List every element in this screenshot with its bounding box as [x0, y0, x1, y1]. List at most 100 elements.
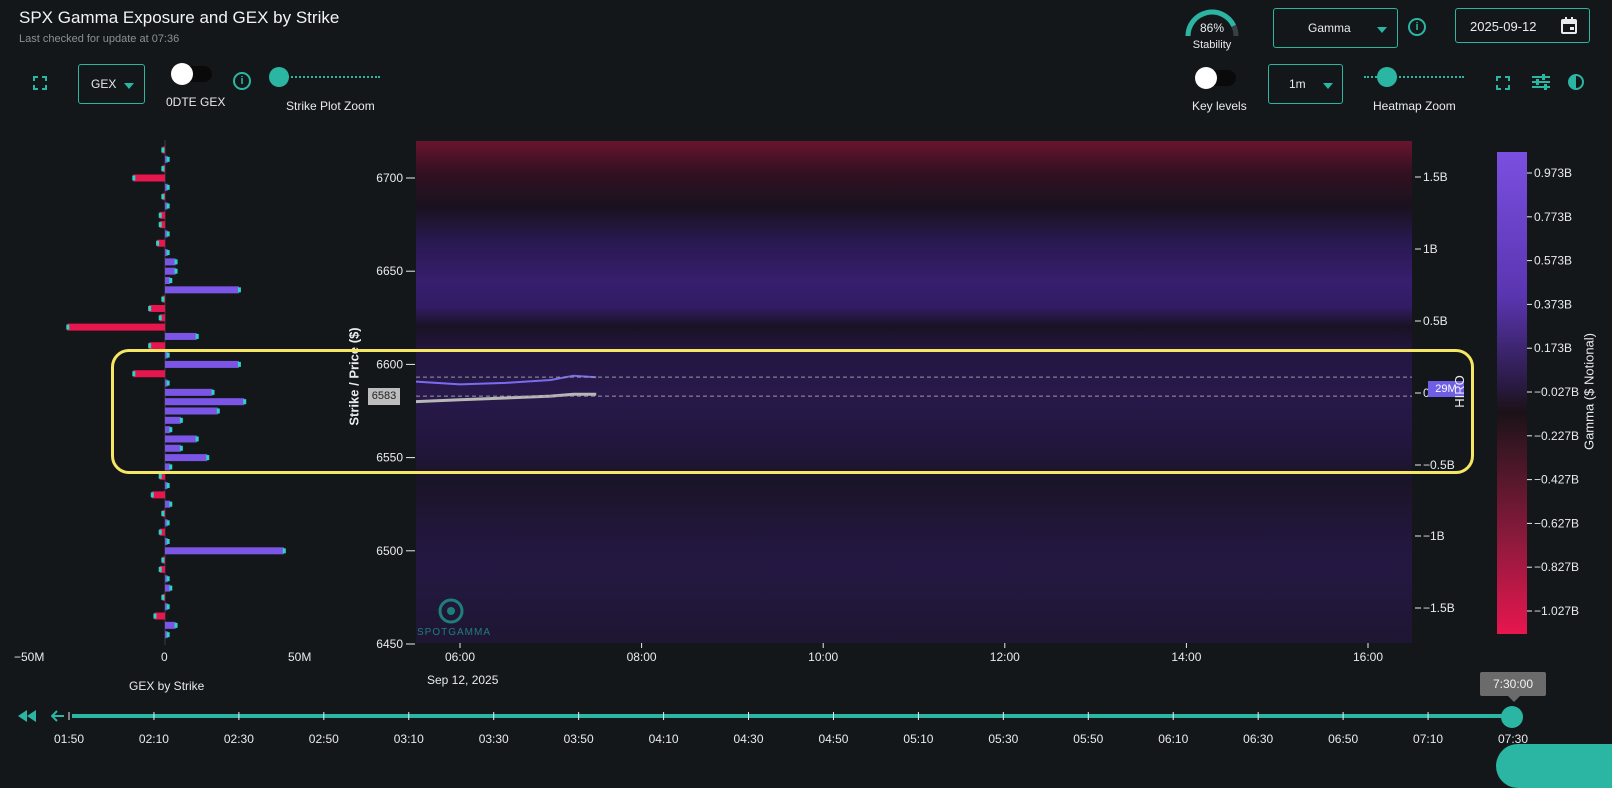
gex-bar[interactable] [165, 435, 197, 443]
gex-bar[interactable] [133, 370, 165, 378]
timeline-tick-label[interactable]: 03:10 [394, 732, 424, 746]
gex-bar[interactable] [165, 407, 218, 415]
gex-bar[interactable] [165, 388, 213, 396]
settings-sliders-icon[interactable] [1532, 74, 1550, 90]
heatmap-zoom-slider[interactable] [1377, 67, 1397, 87]
gex-bar[interactable] [165, 444, 181, 452]
gex-bar[interactable] [165, 155, 168, 163]
gamma-heatmap[interactable] [416, 141, 1412, 643]
arrow-left-icon[interactable] [51, 710, 65, 722]
timeline-track[interactable] [72, 714, 1512, 718]
info-icon[interactable]: i [233, 72, 251, 90]
strike-zoom-track[interactable] [280, 76, 380, 80]
price-line[interactable] [416, 392, 597, 404]
gex-bar[interactable] [165, 426, 171, 434]
gex-bar[interactable] [149, 342, 165, 350]
rewind-icon[interactable] [18, 710, 36, 722]
timeline-tick-label[interactable]: 01:50 [54, 732, 84, 746]
current-price-label: 6583 [368, 388, 400, 405]
gex-bar-cap [169, 278, 173, 284]
heatmap-overlay [416, 374, 1412, 404]
strike-zoom-label: Strike Plot Zoom [286, 99, 375, 113]
gex-bar[interactable] [165, 258, 176, 266]
metric-select[interactable]: Gamma [1273, 8, 1398, 48]
gex-bar[interactable] [165, 463, 171, 471]
hiro-axis: 1.5B 1B 0.5B 0 −0.5B −1B −1.5B [1415, 170, 1455, 615]
timeline-tick-label[interactable]: 03:30 [479, 732, 509, 746]
gex-bar[interactable] [154, 612, 165, 620]
odte-gex-toggle[interactable] [171, 63, 212, 85]
time-tick-label: 14:00 [1171, 650, 1201, 663]
gex-bar[interactable] [159, 565, 165, 573]
gex-bar[interactable] [165, 519, 168, 527]
key-levels-toggle[interactable] [1195, 67, 1236, 89]
info-icon[interactable]: i [1408, 18, 1426, 36]
timeline-tick-label[interactable]: 07:10 [1413, 732, 1443, 746]
timeline-tick-label[interactable]: 05:30 [988, 732, 1018, 746]
timeline-tick-label[interactable]: 04:10 [649, 732, 679, 746]
timeline-tick-label[interactable]: 05:10 [903, 732, 933, 746]
timeline-tick-label[interactable]: 04:50 [818, 732, 848, 746]
timeline-tick-label[interactable]: 02:10 [139, 732, 169, 746]
gex-bar[interactable] [151, 491, 165, 499]
heatmap-zoom-track[interactable] [1364, 76, 1464, 80]
gex-select[interactable]: GEX [78, 64, 145, 104]
gex-bar[interactable] [165, 360, 239, 368]
timeline-slider-handle[interactable] [1501, 706, 1523, 728]
gex-bar[interactable] [159, 528, 165, 536]
fullscreen-icon[interactable] [1496, 76, 1510, 90]
gex-bar[interactable] [149, 304, 165, 312]
gex-bar[interactable] [165, 537, 168, 545]
gex-bar[interactable] [165, 575, 168, 583]
timeline-tick-label[interactable]: 07:30 [1498, 732, 1528, 746]
gex-bar-cap [166, 632, 170, 638]
gex-bar[interactable] [165, 454, 208, 462]
gex-bar[interactable] [133, 174, 165, 182]
gex-bar[interactable] [165, 230, 168, 238]
gex-bar[interactable] [165, 603, 168, 611]
gex-bar[interactable] [165, 584, 171, 592]
gex-bar-cap [211, 389, 215, 395]
timeline-tick-label[interactable]: 02:50 [309, 732, 339, 746]
gex-bar[interactable] [165, 267, 176, 275]
hiro-line[interactable] [416, 374, 597, 386]
strike-zoom-slider[interactable] [269, 67, 289, 87]
gex-bar[interactable] [165, 277, 171, 285]
gex-bar[interactable] [157, 239, 165, 247]
gex-bar[interactable] [165, 500, 171, 508]
strike-axis: 6700 6650 6600 6550 6500 6450 [376, 171, 415, 651]
gex-bar[interactable] [165, 379, 168, 387]
calendar-icon[interactable] [1561, 17, 1577, 34]
gex-bar[interactable] [165, 351, 168, 359]
stability-label: Stability [1192, 39, 1232, 51]
timeline-tick-label[interactable]: 06:50 [1328, 732, 1358, 746]
floating-action-button[interactable] [1496, 744, 1612, 788]
gex-bar[interactable] [159, 221, 165, 229]
gex-bar[interactable] [165, 249, 168, 257]
interval-select[interactable]: 1m [1268, 64, 1343, 104]
date-picker[interactable]: 2025-09-12 [1455, 8, 1590, 43]
timeline-tick-label[interactable]: 05:50 [1073, 732, 1103, 746]
gex-bar[interactable] [159, 211, 165, 219]
gex-bar[interactable] [165, 398, 245, 406]
timeline-tick-label[interactable]: 02:30 [224, 732, 254, 746]
timeline-tick-label[interactable]: 06:30 [1243, 732, 1273, 746]
gex-bar[interactable] [165, 416, 181, 424]
gex-bar[interactable] [165, 332, 197, 340]
timeline-tick-label[interactable]: 06:10 [1158, 732, 1188, 746]
gex-bar[interactable] [165, 286, 239, 294]
gex-bar[interactable] [165, 202, 168, 210]
timeline-tick-label[interactable]: 04:30 [734, 732, 764, 746]
timeline-tick-label[interactable]: 03:50 [564, 732, 594, 746]
fullscreen-icon[interactable] [33, 76, 47, 90]
gex-bar[interactable] [159, 472, 165, 480]
gex-bar[interactable] [165, 183, 168, 191]
gex-bar[interactable] [159, 314, 165, 322]
gex-bar-cap [132, 371, 136, 377]
contrast-icon[interactable] [1568, 74, 1584, 90]
gex-bar[interactable] [165, 547, 284, 555]
gex-bar[interactable] [67, 323, 165, 331]
gex-bar[interactable] [165, 482, 168, 490]
gex-bar[interactable] [165, 621, 176, 629]
gex-bar[interactable] [165, 631, 168, 639]
